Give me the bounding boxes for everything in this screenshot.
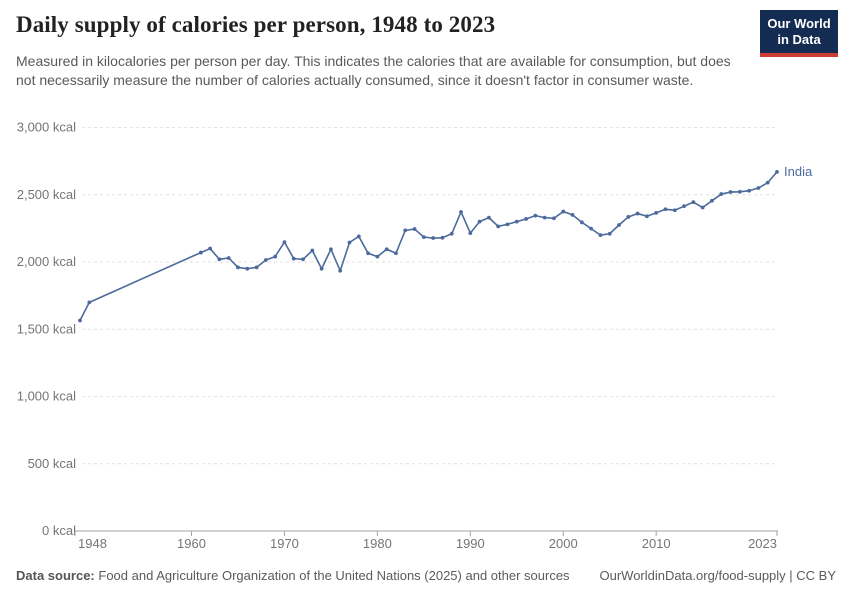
data-point-marker: [245, 266, 250, 271]
x-tick-label: 1980: [363, 536, 392, 551]
x-tick-label: 2023: [748, 536, 777, 551]
y-tick-label: 3,000 kcal: [17, 120, 76, 135]
data-point-marker: [347, 240, 352, 245]
data-point-marker: [329, 247, 333, 252]
page-title: Daily supply of calories per person, 194…: [16, 12, 496, 37]
data-point-marker: [598, 233, 603, 238]
data-point-marker: [533, 213, 538, 218]
y-tick-label: 0 kcal: [42, 523, 76, 538]
data-source-label: Data source:: [16, 568, 95, 583]
owid-logo[interactable]: Our World in Data: [760, 10, 838, 57]
data-point-marker: [663, 207, 668, 212]
data-point-marker: [496, 224, 501, 229]
y-tick-label: 1,500 kcal: [17, 321, 76, 336]
data-point-marker: [319, 266, 324, 271]
data-point-marker: [617, 223, 621, 227]
data-point-marker: [626, 215, 631, 219]
data-point-marker: [310, 248, 315, 253]
data-point-marker: [226, 256, 231, 260]
data-point-marker: [431, 236, 436, 240]
data-point-marker: [710, 198, 714, 203]
data-point-marker: [644, 214, 649, 219]
data-point-marker: [468, 231, 473, 235]
data-point-marker: [394, 251, 398, 256]
data-point-marker: [449, 231, 454, 236]
data-point-marker: [356, 234, 361, 239]
x-tick-label: 2010: [642, 536, 671, 551]
data-point-marker: [217, 257, 222, 262]
data-source-text: Food and Agriculture Organization of the…: [98, 568, 570, 583]
x-tick-label: 1970: [270, 536, 299, 551]
data-point-marker: [654, 211, 659, 215]
data-point-marker: [273, 254, 278, 259]
data-point-marker: [570, 213, 575, 217]
owid-logo-line2: in Data: [777, 32, 821, 47]
data-point-marker: [403, 228, 408, 233]
data-point-marker: [607, 231, 612, 236]
data-point-marker: [756, 186, 761, 190]
data-point-marker: [263, 258, 268, 262]
data-point-marker: [375, 254, 380, 259]
data-point-marker: [440, 235, 445, 240]
y-tick-label: 2,500 kcal: [17, 187, 76, 202]
data-point-marker: [737, 189, 742, 194]
owid-logo-line1: Our World: [767, 16, 831, 31]
y-tick-label: 500 kcal: [28, 456, 77, 471]
data-point-marker: [208, 246, 213, 251]
x-tick-label: 1960: [177, 536, 206, 551]
data-point-marker: [282, 240, 287, 244]
data-point-marker: [561, 209, 566, 214]
data-point-marker: [589, 226, 594, 231]
chart-footer: Data source: Food and Agriculture Organi…: [16, 568, 836, 583]
line-chart[interactable]: 0 kcal 500 kcal 1,000 kcal 1,500 kcal 2,000 …: [0, 0, 850, 560]
x-tick-label: 1990: [456, 536, 485, 551]
data-point-marker: [366, 251, 370, 256]
data-point-marker: [765, 180, 770, 185]
data-point-marker: [747, 188, 752, 193]
data-point-marker: [78, 318, 82, 323]
data-point-marker: [579, 220, 584, 225]
data-point-marker: [700, 205, 705, 210]
data-point-marker: [719, 192, 724, 196]
data-point-marker: [542, 215, 547, 220]
series-line[interactable]: [79, 171, 778, 322]
y-tick-label: 2,000 kcal: [17, 254, 76, 269]
data-point-marker: [301, 257, 305, 262]
data-point-marker: [635, 211, 640, 216]
data-point-marker: [672, 208, 677, 213]
data-point-marker: [87, 300, 92, 305]
data-point-marker: [384, 247, 389, 252]
data-point-marker: [514, 219, 519, 224]
series-end-label: India: [784, 164, 813, 179]
attribution-link[interactable]: OurWorldinData.org/food-supply | CC BY: [599, 568, 836, 583]
data-point-marker: [691, 200, 696, 205]
data-point-marker: [412, 227, 417, 231]
data-point-marker: [505, 222, 510, 227]
chart-subtitle: Measured in kilocalories per person per …: [16, 53, 731, 88]
data-point-marker: [291, 256, 296, 261]
data-point-marker: [459, 210, 463, 214]
data-point-marker: [487, 215, 491, 220]
x-tick-label: 2000: [549, 536, 578, 551]
data-point-marker: [552, 216, 556, 221]
data-point-marker: [775, 169, 779, 174]
data-point-marker: [477, 219, 482, 224]
data-point-marker: [236, 265, 240, 270]
data-source: Data source: Food and Agriculture Organi…: [16, 568, 570, 583]
data-point-marker: [682, 204, 686, 209]
x-tick-label: 1948: [78, 536, 107, 551]
data-point-marker: [198, 250, 203, 255]
data-point-marker: [254, 265, 259, 270]
data-point-marker: [338, 268, 343, 273]
y-tick-label: 1,000 kcal: [17, 389, 76, 404]
data-point-marker: [524, 217, 528, 221]
data-point-marker: [421, 235, 426, 240]
data-point-marker: [728, 190, 733, 194]
